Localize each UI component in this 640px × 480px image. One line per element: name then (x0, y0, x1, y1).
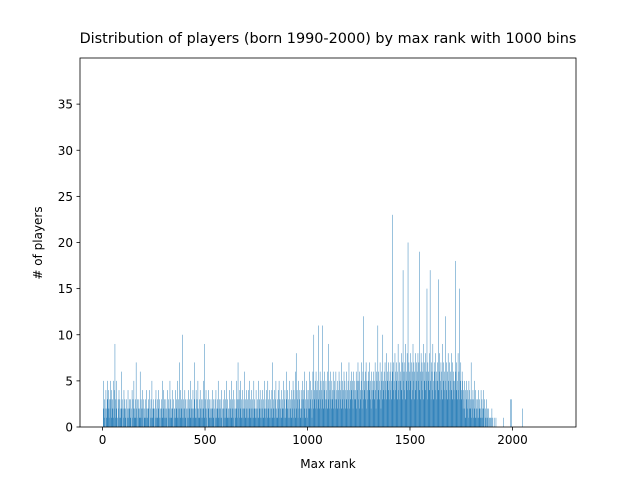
y-tick-label: 30 (58, 144, 73, 158)
y-tick-label: 35 (58, 98, 73, 112)
bars (102, 214, 523, 427)
y-tick-label: 5 (65, 374, 73, 388)
y-tick-label: 15 (58, 282, 73, 296)
x-tick-label: 1500 (395, 433, 426, 447)
x-tick-label: 2000 (497, 433, 528, 447)
x-tick-label: 500 (194, 433, 217, 447)
y-axis-label: # of players (31, 206, 45, 279)
y-tick-label: 0 (65, 421, 73, 435)
y-tick-label: 10 (58, 328, 73, 342)
y-tick-label: 25 (58, 190, 73, 204)
x-tick-label: 1000 (292, 433, 323, 447)
x-axis-label: Max rank (300, 457, 356, 471)
x-tick-label: 0 (99, 433, 107, 447)
y-tick-label: 20 (58, 236, 73, 250)
chart-title: Distribution of players (born 1990-2000)… (80, 31, 577, 47)
